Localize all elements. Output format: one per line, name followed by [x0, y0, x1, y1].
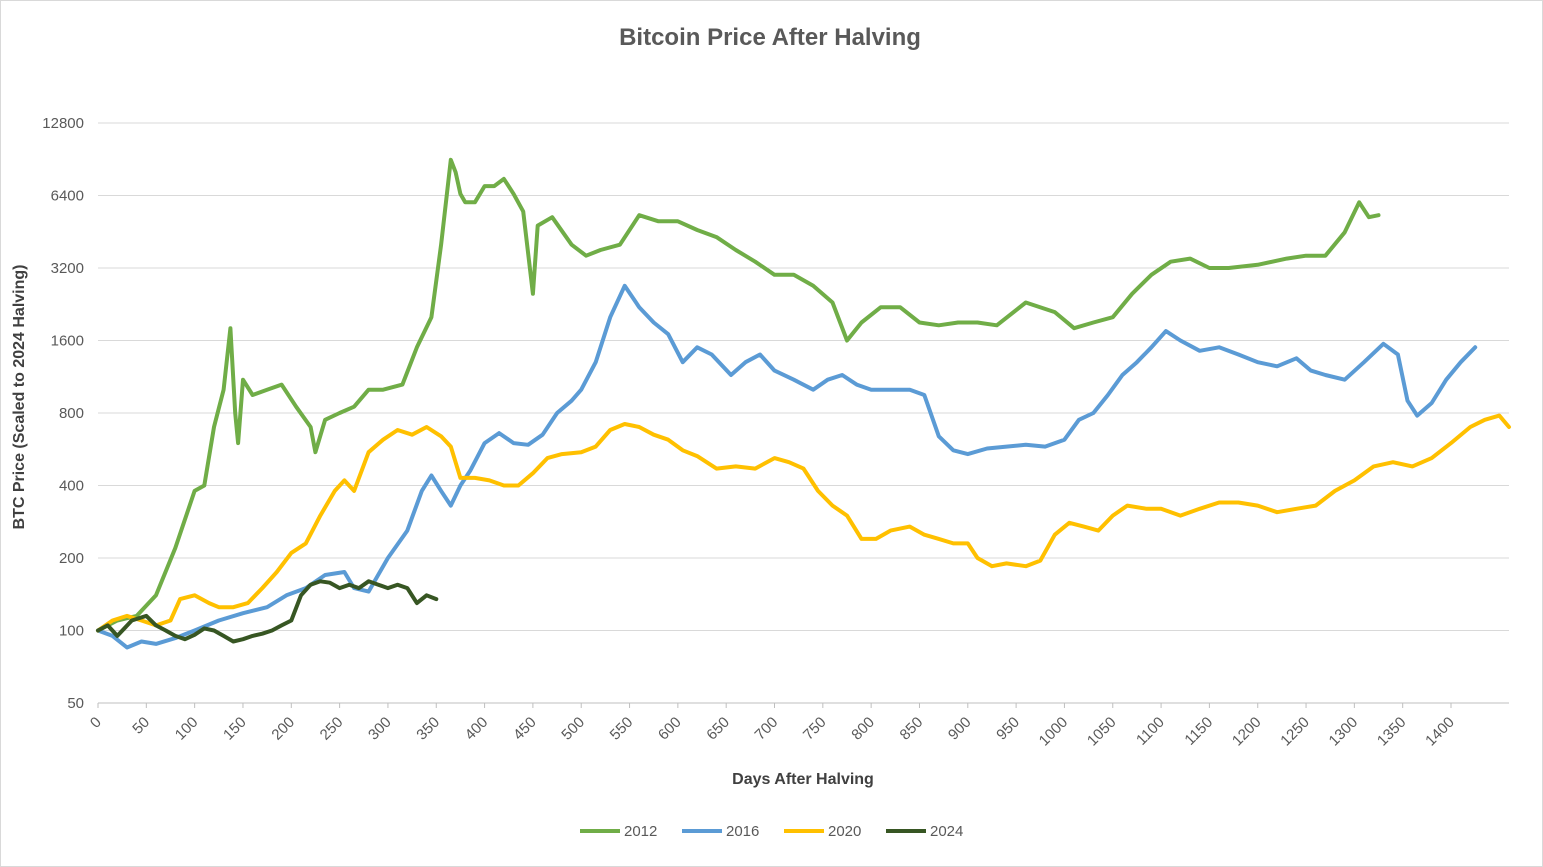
x-tick-label-17: 850	[897, 714, 927, 744]
series-line-2016	[96, 283, 1478, 650]
x-axis: 0 50 100 150 200 250 300 350 400 450 500 550 600 650 7…	[87, 702, 1509, 750]
y-tick-label-0: 50	[67, 695, 84, 712]
x-tick-label-14: 700	[752, 714, 782, 744]
legend: 2012 2016 2020 2024	[580, 823, 963, 840]
y-tick-label-7: 6400	[51, 188, 84, 205]
series-line-2012	[96, 157, 1381, 633]
x-tick-label-11: 550	[607, 714, 637, 744]
x-tick-label-13: 650	[703, 714, 733, 744]
x-tick-label-16: 800	[848, 714, 878, 744]
x-tick-label-12: 600	[655, 714, 685, 744]
y-axis-ticks: 50 100 200 400 800 1600 3200 6400 12800	[42, 115, 84, 712]
x-tick-label-24: 1200	[1229, 714, 1265, 750]
y-axis-title: BTC Price (Scaled to 2024 Halving)	[11, 265, 28, 530]
y-tick-label-2: 200	[59, 550, 84, 567]
x-tick-label-9: 450	[510, 714, 540, 744]
x-tick-label-26: 1300	[1326, 714, 1362, 750]
chart-title: Bitcoin Price After Halving	[619, 24, 921, 51]
x-tick-label-22: 1100	[1133, 714, 1168, 749]
y-tick-label-3: 400	[59, 478, 84, 495]
y-tick-label-4: 800	[59, 405, 84, 422]
x-tick-label-28: 1400	[1422, 714, 1458, 750]
x-tick-label-7: 350	[413, 714, 443, 744]
x-tick-label-19: 950	[993, 714, 1023, 744]
series-line-2020	[96, 413, 1511, 633]
x-tick-label-27: 1350	[1374, 714, 1410, 750]
legend-label-2020: 2020	[828, 823, 861, 840]
x-tick-label-25: 1250	[1277, 714, 1313, 750]
x-tick-label-2: 100	[172, 714, 202, 744]
x-tick-label-20: 1000	[1036, 714, 1072, 750]
x-tick-label-8: 400	[462, 714, 492, 744]
legend-label-2024: 2024	[930, 823, 963, 840]
y-tick-label-8: 12800	[42, 115, 84, 132]
legend-label-2012: 2012	[624, 823, 657, 840]
series-lines	[96, 157, 1511, 650]
x-tick-label-6: 300	[365, 714, 395, 744]
x-tick-label-21: 1050	[1084, 714, 1120, 750]
x-tick-label-4: 200	[268, 714, 298, 744]
y-tick-label-6: 3200	[51, 260, 84, 277]
y-tick-label-5: 1600	[51, 333, 84, 350]
x-tick-label-10: 500	[558, 714, 588, 744]
x-axis-title: Days After Halving	[732, 771, 874, 788]
x-tick-label-5: 250	[317, 714, 347, 744]
x-tick-label-18: 900	[945, 714, 975, 744]
x-tick-label-23: 1150	[1181, 714, 1216, 749]
x-tick-label-3: 150	[220, 714, 250, 744]
x-tick-label-1: 50	[129, 714, 153, 738]
y-tick-label-1: 100	[59, 623, 84, 640]
gridlines	[98, 122, 1509, 704]
x-tick-label-15: 750	[800, 714, 830, 744]
series-line-2024	[96, 579, 439, 644]
legend-label-2016: 2016	[726, 823, 759, 840]
x-tick-label-0: 0	[87, 714, 105, 732]
